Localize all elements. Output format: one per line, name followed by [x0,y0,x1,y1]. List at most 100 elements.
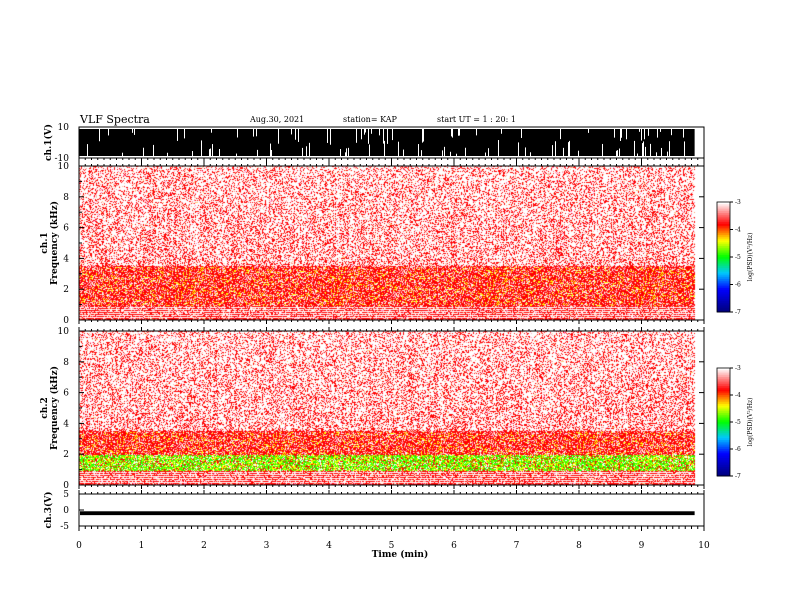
colorbar-cell [717,393,730,396]
ch1-waveform-gap [365,128,366,133]
ch1-waveform-gap [346,148,347,157]
colorbar-cell [717,413,730,416]
ch1-spectrogram-ticks: 0 2 4 6 8 10 [58,162,704,326]
colorbar-cell [717,255,730,258]
ch1-waveform-gap [99,128,100,142]
ch1-waveform-gap [619,148,620,157]
ch1-waveform-gap [552,145,553,157]
ch1-waveform-gap [192,151,193,157]
colorbar-cell [717,268,730,271]
ch1-waveform-gap [253,128,254,137]
ch3-waveform-ylabel: ch.3(V) [43,492,54,529]
colorbar-tick-label: -6 [735,446,741,453]
colorbar-cell [717,391,730,394]
colorbar-cell [717,443,730,446]
colorbar-cell [717,253,730,256]
ch1-waveform-gap [645,146,646,157]
ch1-waveform-gap [568,142,569,157]
colorbar-cell [717,205,730,208]
colorbar-cell [717,371,730,374]
ch1-waveform-gap [257,149,258,157]
ch2-spectrogram-ytick-label: 4 [63,419,69,429]
colorbar-cell [717,264,730,267]
ch1-waveform-trace [79,128,695,157]
ch1-waveform-ticks: -10 10 [55,123,70,164]
ch1-waveform-ytick-label: -10 [55,154,70,164]
colorbar-cell [717,260,730,263]
ch1-waveform-gap [210,148,211,157]
ch1-waveform-gap [398,141,399,157]
ch1-waveform-gap [451,128,452,137]
ch1-waveform-ytick-label: 10 [58,123,70,133]
ch1-waveform-gap [379,128,380,136]
colorbar-cell [717,458,730,461]
ch1-waveform-gap [639,128,640,132]
ch1-spectrogram-ytick-label: 4 [63,254,69,264]
ch1-waveform-gap [444,146,445,157]
colorbar-cell [717,380,730,383]
ch1-waveform-gap [616,150,617,157]
colorbar-cell [717,395,730,398]
figure-title: VLF Spectra [79,113,150,126]
colorbar-cell [717,233,730,236]
ch1-spectrogram-ytick-label: 10 [58,162,70,172]
ch1-spectrogram-ytick-label: 0 [63,316,69,326]
ch1-waveform-gap [485,152,486,157]
ch1-waveform-gap [588,128,589,133]
ch1-waveform-gap [108,128,109,136]
x-tick-label: 10 [698,541,710,551]
colorbar-cell [717,242,730,245]
ch1-waveform-gap [383,128,384,144]
colorbar-cell [717,447,730,450]
ch1-spectrogram-ylabel-line: ch.1 [40,232,50,253]
colorbar-cell [717,407,730,410]
ch1-waveform-gap [476,128,477,136]
ch1-waveform-gap [452,128,453,138]
colorbar-cell [717,236,730,240]
colorbar-cell [717,449,730,452]
ch1-waveform-gap [657,128,658,138]
colorbar-cell [717,438,730,441]
colorbar-cell [717,382,730,385]
ch1-waveform-gap [569,140,570,157]
colorbar-cell [717,467,730,470]
colorbar-cell [717,405,730,409]
ch1-waveform-gap [671,128,672,136]
ch1-waveform-fill [79,129,695,156]
colorbar-cell [717,306,730,309]
colorbar-cell [717,396,730,400]
colorbar-cell [717,461,730,464]
colorbar-cell [717,225,730,229]
colorbar-cell [717,202,730,205]
ch3-waveform-trace [80,511,695,516]
colorbar-cell [717,258,730,262]
ch1-waveform-gap [295,128,296,140]
x-tick-label: 3 [264,541,270,551]
colorbar-cell [717,422,730,425]
ch1-waveform-gap [501,128,502,134]
ch1-waveform-gap [403,149,404,157]
colorbar-cell [717,211,730,214]
colorbar-cell [717,398,730,401]
colorbar-cell [717,249,730,252]
colorbar-cell [717,286,730,289]
ch1-waveform-gap [387,128,388,144]
ch1-waveform-gap [667,151,668,157]
ch1-waveform-gap [602,143,603,157]
colorbar-cell [717,277,730,280]
ch1-waveform-gap [361,128,362,140]
ch1-spectrogram-panel: 0 2 4 6 8 10 ch.1 Frequency (kHz) [40,162,705,326]
colorbar-cell [717,231,730,234]
ch2-spectrogram-ytick-label: 2 [63,450,69,460]
ch2-spectrogram-image [79,331,704,485]
ch1-waveform-gap [518,142,519,157]
ch1-waveform-gap [634,140,635,157]
ch1-spectrogram-ytick-label: 2 [63,285,69,295]
colorbar-cell [717,288,730,291]
colorbar-cell [717,290,730,293]
colorbar-cell [717,440,730,443]
ch1-waveform-gap [302,147,303,157]
colorbar-cell [717,414,730,418]
panel-separators [78,158,705,494]
